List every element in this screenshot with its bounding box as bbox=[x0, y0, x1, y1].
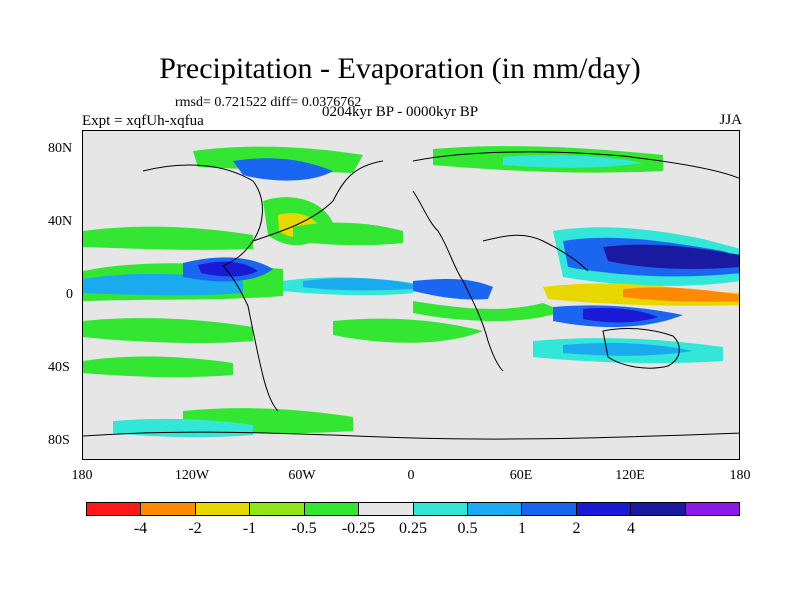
colorbar-swatch bbox=[631, 503, 686, 515]
precip-evap-field bbox=[83, 131, 739, 459]
colorbar-label: -0.5 bbox=[291, 520, 317, 537]
colorbar-swatch bbox=[87, 503, 142, 515]
colorbar-label: 1 bbox=[518, 520, 526, 537]
colorbar bbox=[86, 502, 740, 516]
lon-tick-60e: 60E bbox=[509, 468, 533, 483]
colorbar-label: 4 bbox=[627, 520, 635, 537]
lat-tick-40n: 40N bbox=[48, 214, 73, 229]
period-label: 0204kyr BP - 0000kyr BP bbox=[322, 104, 479, 120]
colorbar-swatch bbox=[685, 503, 740, 515]
lon-tick-120e: 120E bbox=[615, 468, 645, 483]
colorbar-label: -0.25 bbox=[341, 520, 376, 537]
colorbar-swatch bbox=[250, 503, 305, 515]
lon-tick-180e: 180 bbox=[729, 468, 751, 483]
lon-tick-0: 0 bbox=[407, 468, 415, 483]
colorbar-label: -2 bbox=[188, 520, 202, 537]
colorbar-label: 0.5 bbox=[457, 520, 478, 537]
lon-tick-120w: 120W bbox=[174, 468, 210, 483]
colorbar-label: 2 bbox=[572, 520, 581, 537]
season-label: JJA bbox=[719, 112, 742, 128]
lat-tick-80n: 80N bbox=[48, 141, 73, 156]
colorbar-label: -1 bbox=[242, 520, 257, 537]
colorbar-swatch bbox=[413, 503, 468, 515]
lat-tick-0: 0 bbox=[66, 287, 73, 302]
map-plot-area bbox=[82, 130, 740, 460]
colorbar-swatch bbox=[304, 503, 360, 515]
colorbar-label: -4 bbox=[133, 520, 148, 537]
colorbar-swatch bbox=[359, 503, 414, 515]
colorbar-swatch bbox=[467, 503, 523, 515]
experiment-label: Expt = xqfUh-xqfua bbox=[82, 113, 204, 129]
colorbar-swatch bbox=[195, 503, 251, 515]
lon-tick-180w: 180 bbox=[71, 468, 93, 483]
colorbar-swatch bbox=[522, 503, 577, 515]
lat-tick-40s: 40S bbox=[48, 360, 70, 375]
colorbar-swatch bbox=[576, 503, 632, 515]
lat-tick-80s: 80S bbox=[48, 433, 70, 448]
colorbar-swatch bbox=[141, 503, 196, 515]
map-title: Precipitation - Evaporation (in mm/day) bbox=[159, 52, 641, 85]
colorbar-label: 0.25 bbox=[399, 520, 427, 537]
lon-tick-60w: 60W bbox=[288, 468, 316, 483]
rmsd-diff-stats: rmsd= 0.721522 diff= 0.0376762 bbox=[175, 95, 362, 110]
